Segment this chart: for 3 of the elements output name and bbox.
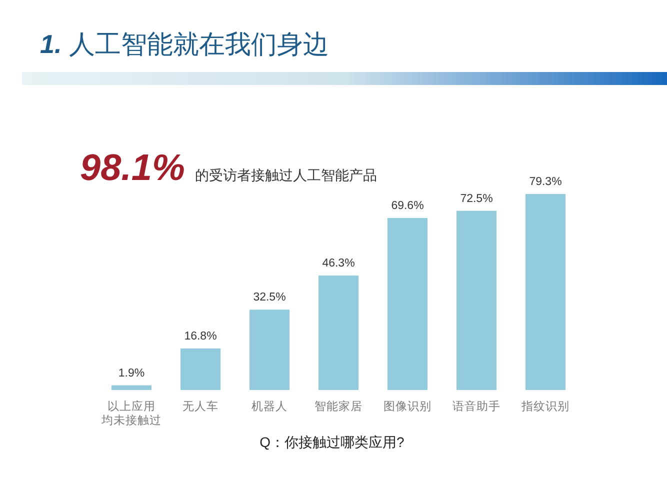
x-axis-title: Q：你接触过哪类应用? <box>260 434 404 450</box>
title: 1. 人工智能就在我们身边 <box>40 29 329 59</box>
subtitle: 98.1% 的受访者接触过人工智能产品 <box>80 147 377 188</box>
